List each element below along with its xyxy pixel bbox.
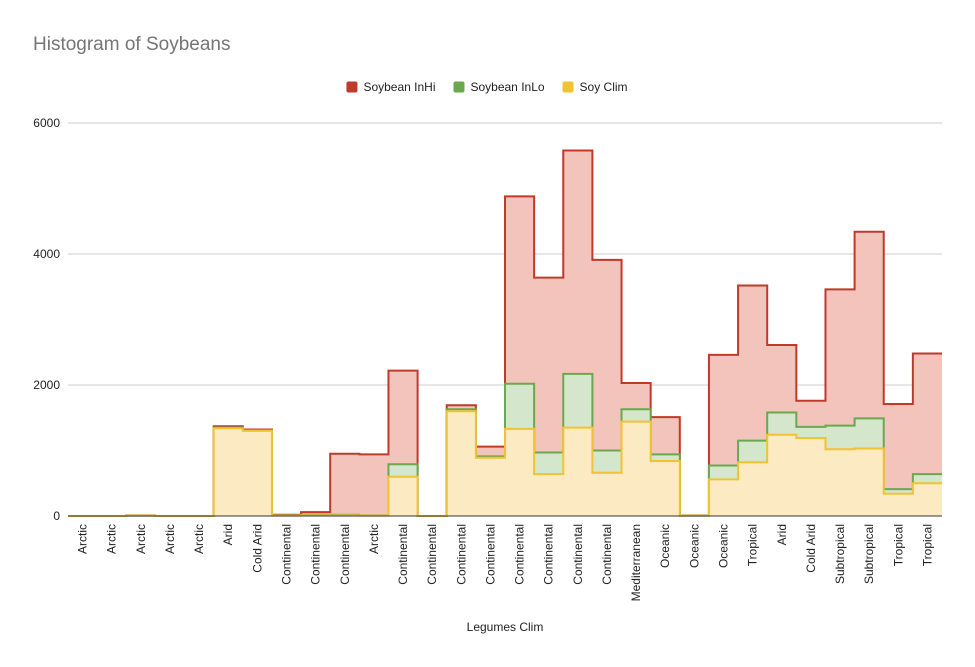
x-tick-label-22: Oceanic xyxy=(717,524,731,568)
x-tick-label-2: Arctic xyxy=(134,524,148,554)
x-tick-label-18: Continental xyxy=(600,524,614,585)
x-tick-label-8: Continental xyxy=(309,524,323,585)
y-tick-label-3: 6000 xyxy=(33,116,60,130)
x-tick-label-13: Continental xyxy=(454,524,468,585)
x-tick-label-21: Oceanic xyxy=(687,524,701,568)
y-tick-label-2: 4000 xyxy=(33,247,60,261)
x-tick-label-29: Tropical xyxy=(920,524,934,566)
x-tick-label-23: Tropical xyxy=(746,524,760,566)
legend-swatch-0 xyxy=(346,81,358,93)
x-tick-label-6: Cold Arid xyxy=(250,524,264,573)
series-area-2 xyxy=(68,411,942,516)
x-tick-label-1: Arctic xyxy=(105,524,119,554)
x-axis: Arctic Arctic Arctic Arctic Arctic Arid Cold A… xyxy=(76,524,935,601)
x-tick-label-7: Continental xyxy=(280,524,294,585)
x-tick-label-14: Continental xyxy=(483,524,497,585)
legend-swatch-1 xyxy=(453,81,465,93)
y-tick-label-1: 2000 xyxy=(33,378,60,392)
legend-label-2: Soy Clim xyxy=(580,80,628,94)
x-tick-label-28: Tropical xyxy=(891,524,905,566)
legend: Soybean InHi Soybean InLo Soy Clim xyxy=(346,80,628,94)
x-tick-label-19: Mediterranean xyxy=(629,524,643,601)
x-tick-label-25: Cold Arid xyxy=(804,524,818,573)
chart-title: Histogram of Soybeans xyxy=(33,34,231,55)
legend-label-1: Soybean InLo xyxy=(470,80,544,94)
x-tick-label-16: Continental xyxy=(542,524,556,585)
x-tick-label-5: Arid xyxy=(221,524,235,545)
series-line-2 xyxy=(68,410,942,517)
x-tick-label-9: Continental xyxy=(338,524,352,585)
x-tick-label-0: Arctic xyxy=(76,524,90,554)
legend-label-0: Soybean InHi xyxy=(363,80,435,94)
x-tick-label-12: Continental xyxy=(425,524,439,585)
series-areas xyxy=(68,149,942,517)
x-tick-label-17: Continental xyxy=(571,524,585,585)
y-axis: 0 2000 4000 6000 xyxy=(33,116,60,523)
x-tick-label-15: Continental xyxy=(513,524,527,585)
x-tick-label-27: Subtropical xyxy=(862,524,876,584)
x-tick-label-10: Arctic xyxy=(367,524,381,554)
x-tick-label-3: Arctic xyxy=(163,524,177,554)
x-tick-label-11: Continental xyxy=(396,524,410,585)
x-tick-label-20: Oceanic xyxy=(658,524,672,568)
legend-swatch-2 xyxy=(562,81,574,93)
x-axis-label: Legumes Clim xyxy=(467,620,544,634)
x-tick-label-4: Arctic xyxy=(192,524,206,554)
y-tick-label-0: 0 xyxy=(53,509,60,523)
x-tick-label-26: Subtropical xyxy=(833,524,847,584)
x-tick-label-24: Arid xyxy=(775,524,789,545)
